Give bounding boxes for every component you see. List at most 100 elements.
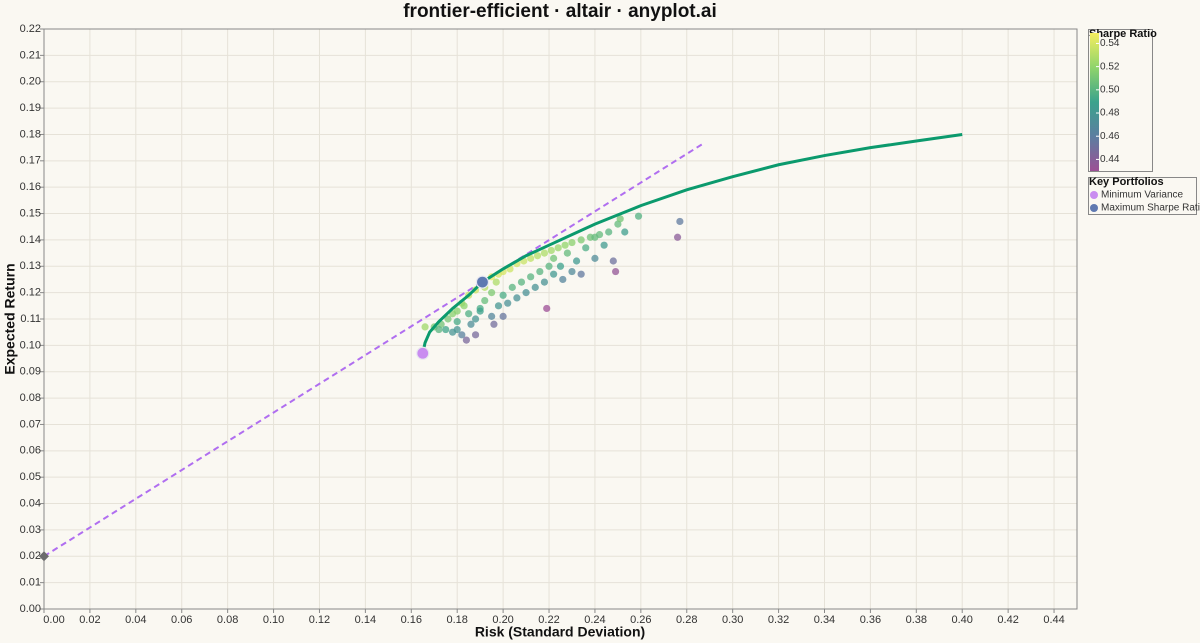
- portfolio-point: [609, 257, 617, 265]
- portfolio-point: [435, 325, 443, 334]
- y-tick-label: 0.19: [20, 102, 41, 114]
- legend-label: Minimum Variance: [1101, 190, 1183, 201]
- y-tick-label: 0.11: [20, 313, 41, 325]
- portfolio-point: [488, 312, 496, 320]
- legend-title: Key Portfolios: [1089, 176, 1164, 188]
- y-tick-label: 0.05: [20, 471, 41, 483]
- portfolio-point: [540, 249, 549, 257]
- portfolio-point: [471, 315, 480, 323]
- y-tick-label: 0.15: [20, 207, 41, 219]
- portfolio-point: [547, 246, 555, 255]
- y-axis-title: Expected Return: [2, 263, 18, 374]
- legend-symbol: [1090, 204, 1098, 212]
- y-tick-label: 0.12: [20, 287, 41, 299]
- portfolio-point: [605, 228, 613, 236]
- portfolio-point: [673, 233, 682, 241]
- legend-label: Maximum Sharpe Ratio: [1101, 203, 1200, 214]
- capital-market-line: [43, 141, 706, 558]
- y-tick-label: 0.22: [20, 23, 41, 35]
- portfolio-point: [634, 212, 643, 220]
- key-portfolio: [475, 275, 490, 289]
- portfolio-point: [499, 291, 507, 299]
- portfolio-point: [600, 241, 608, 249]
- x-tick-label: 0.22: [538, 614, 559, 626]
- x-tick-label: 0.00: [43, 614, 64, 626]
- colorbar-frame: [1088, 29, 1153, 172]
- portfolio-point: [556, 262, 565, 270]
- portfolio-point: [550, 254, 558, 262]
- colorbar-tick-label: 0.48: [1100, 108, 1120, 119]
- portfolio-point: [577, 270, 585, 278]
- x-tick-label: 0.20: [492, 614, 513, 626]
- portfolio-point: [471, 331, 480, 339]
- portfolio-point: [527, 273, 535, 281]
- risk-free-point: [39, 551, 49, 562]
- x-tick-label: 0.16: [401, 614, 422, 626]
- y-tick-label: 0.08: [20, 392, 41, 404]
- x-tick-label: 0.30: [722, 614, 743, 626]
- portfolio-point: [543, 304, 551, 313]
- y-tick-label: 0.10: [20, 339, 41, 351]
- y-tick-label: 0.16: [20, 181, 41, 193]
- colorbar-title: Sharpe Ratio: [1089, 28, 1157, 40]
- y-tick-label: 0.21: [20, 49, 41, 61]
- x-tick-label: 0.42: [997, 614, 1018, 626]
- colorbar: [1090, 33, 1099, 171]
- portfolio-point: [591, 254, 599, 262]
- legend-frame: [1088, 177, 1197, 215]
- portfolio-point: [577, 236, 585, 244]
- y-tick-label: 0.02: [20, 550, 41, 562]
- x-tick-label: 0.34: [814, 614, 835, 626]
- x-tick-label: 0.06: [171, 614, 192, 626]
- x-tick-label: 0.24: [584, 614, 605, 626]
- y-tick-label: 0.18: [20, 128, 41, 140]
- portfolio-point: [492, 278, 500, 286]
- portfolio-point: [504, 299, 512, 307]
- portfolio-point: [572, 257, 581, 265]
- portfolio-point: [517, 278, 526, 286]
- y-tick-label: 0.17: [20, 155, 41, 167]
- portfolio-point: [453, 318, 461, 326]
- colorbar-tick-label: 0.54: [1100, 38, 1120, 49]
- portfolio-point: [453, 307, 461, 315]
- portfolio-point: [490, 320, 498, 328]
- portfolio-point: [676, 217, 684, 226]
- portfolio-point: [421, 323, 429, 331]
- portfolio-point: [561, 241, 569, 249]
- portfolio-point: [449, 328, 457, 336]
- colorbar-tick-label: 0.44: [1100, 154, 1120, 165]
- portfolio-point: [545, 262, 553, 270]
- portfolio-point: [536, 267, 544, 276]
- portfolio-point: [522, 289, 530, 297]
- x-tick-label: 0.32: [768, 614, 789, 626]
- portfolio-point: [616, 215, 624, 223]
- x-tick-label: 0.10: [263, 614, 284, 626]
- x-tick-label: 0.04: [125, 614, 146, 626]
- x-tick-label: 0.44: [1043, 614, 1064, 626]
- portfolio-point: [621, 228, 629, 236]
- x-axis-title: Risk (Standard Deviation): [475, 624, 645, 640]
- portfolio-point: [559, 275, 567, 284]
- portfolio-point: [442, 325, 450, 334]
- chart-title: frontier-efficient · altair · anyplot.ai: [403, 1, 717, 22]
- y-tick-label: 0.07: [20, 418, 41, 430]
- portfolio-point: [568, 238, 576, 247]
- portfolio-point: [527, 254, 535, 262]
- portfolio-point: [533, 252, 542, 260]
- x-tick-label: 0.26: [630, 614, 651, 626]
- x-tick-label: 0.36: [860, 614, 881, 626]
- legend-symbol: [1090, 191, 1098, 199]
- portfolio-point: [467, 320, 475, 328]
- x-tick-label: 0.28: [676, 614, 697, 626]
- portfolio-point: [591, 233, 599, 241]
- portfolio-point: [465, 310, 473, 318]
- portfolio-point: [550, 270, 558, 278]
- y-tick-label: 0.03: [20, 524, 41, 536]
- portfolio-point: [488, 289, 496, 297]
- y-tick-label: 0.13: [20, 260, 41, 272]
- portfolio-point: [494, 302, 503, 310]
- portfolio-point: [568, 267, 576, 276]
- x-tick-label: 0.40: [952, 614, 973, 626]
- portfolio-point: [513, 294, 521, 302]
